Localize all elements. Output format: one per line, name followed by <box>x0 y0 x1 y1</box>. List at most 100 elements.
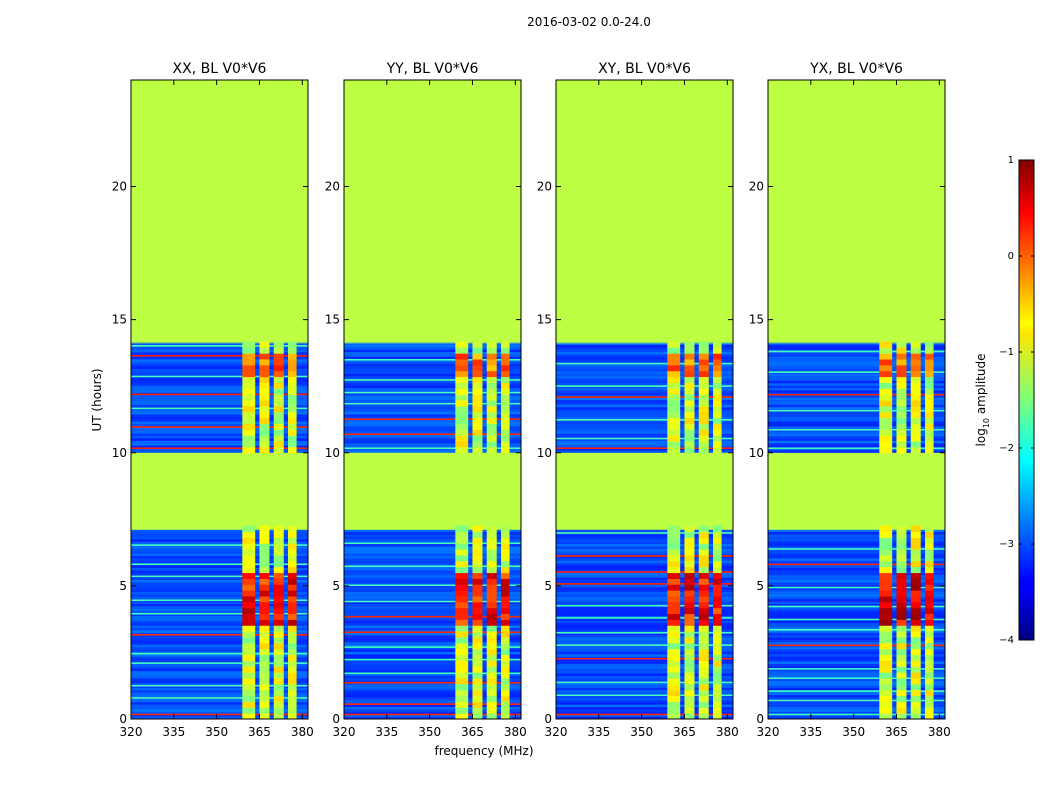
channel-cell <box>472 423 483 430</box>
noise-row <box>556 388 733 391</box>
channel-cell <box>667 411 681 419</box>
noise-row <box>344 397 521 401</box>
noise-row <box>344 344 521 348</box>
channel-cell <box>667 707 681 714</box>
noise-row <box>131 635 308 638</box>
channel-cell <box>684 660 695 667</box>
channel-cell <box>667 417 681 424</box>
noise-row <box>131 371 308 374</box>
channel-cell <box>472 666 483 673</box>
channel-cell <box>879 613 893 620</box>
channel-cell <box>288 701 297 708</box>
channel-cell <box>667 382 681 389</box>
channel-cell <box>713 435 722 442</box>
channel-cell <box>896 666 907 673</box>
noise-row <box>556 556 733 559</box>
channel-cell <box>472 417 483 424</box>
noise-row <box>344 587 521 590</box>
channel-cell <box>273 382 284 389</box>
noise-row <box>556 376 733 379</box>
y-tick-label: 20 <box>537 180 552 194</box>
channel-cell <box>910 677 921 685</box>
channel-cell <box>684 359 695 366</box>
channel-cell <box>455 636 469 644</box>
channel-cell <box>501 364 510 372</box>
noise-row <box>556 551 733 554</box>
channel-cell <box>501 636 510 644</box>
noise-row <box>556 697 733 700</box>
colorbar: 1 0 −1 −2 −3 −4 log10 amplitude <box>974 155 1035 646</box>
y-tick-label: 5 <box>544 579 552 593</box>
channel-cell <box>667 435 681 442</box>
channel-cell <box>684 554 695 562</box>
noise-row <box>344 623 521 626</box>
noise-row <box>344 632 521 636</box>
noise-row <box>344 654 521 657</box>
channel-cell <box>896 525 907 533</box>
channel-cell <box>713 636 722 644</box>
noise-row <box>344 637 521 640</box>
channel-cell <box>698 543 709 550</box>
noise-row <box>556 536 733 540</box>
channel-cell <box>259 683 270 691</box>
noise-row <box>344 388 521 391</box>
channel-cell <box>472 435 483 442</box>
channel-cell <box>684 341 695 348</box>
channel-cell <box>472 648 483 656</box>
panel-1: XX, BL V0*V6 320 335 350 365 380 0 5 10 15 20 <box>112 61 314 739</box>
channel-cell <box>698 683 709 691</box>
channel-cell <box>501 689 510 697</box>
noise-row <box>556 539 733 542</box>
noise-row <box>131 671 308 674</box>
noise-row <box>556 373 733 377</box>
noise-row <box>344 714 521 717</box>
channel-cell <box>273 405 284 413</box>
channel-cell <box>259 636 270 644</box>
channel-cell <box>896 584 907 591</box>
noise-row <box>768 572 945 576</box>
channel-cell <box>472 394 483 401</box>
noise-row <box>344 352 521 355</box>
channel-cell <box>698 695 709 702</box>
channel-cell <box>879 341 893 348</box>
channel-cell <box>486 590 497 597</box>
channel-cell <box>698 689 709 697</box>
channel-cell <box>698 666 709 673</box>
channel-cell <box>288 713 297 719</box>
noise-row <box>131 359 308 362</box>
rfi-line <box>344 418 521 421</box>
channel-cell <box>925 388 934 395</box>
channel-cell <box>684 707 695 714</box>
channel-cell <box>667 376 681 383</box>
channel-cell <box>910 636 921 644</box>
noise-row <box>768 582 945 585</box>
channel-cell <box>501 672 510 679</box>
channel-cell <box>698 625 709 632</box>
channel-cell <box>259 572 270 579</box>
noise-row <box>344 656 521 660</box>
noise-row <box>344 356 521 360</box>
channel-cell <box>273 435 284 442</box>
noise-row <box>768 591 945 595</box>
channel-cell <box>925 382 934 389</box>
noise-row <box>768 532 945 535</box>
channel-cell <box>486 654 497 661</box>
channel-cell <box>896 554 907 562</box>
channel-cell <box>455 435 469 442</box>
rfi-line <box>344 646 521 648</box>
channel-cell <box>288 648 297 656</box>
channel-cell <box>288 423 297 430</box>
channel-cell <box>896 572 907 579</box>
noise-row <box>556 651 733 655</box>
rfi-line <box>768 371 945 373</box>
channel-cell <box>698 677 709 685</box>
noise-row <box>768 651 945 655</box>
channel-cell <box>896 695 907 702</box>
noise-row <box>768 565 945 569</box>
channel-cell <box>501 648 510 656</box>
noise-row <box>768 630 945 633</box>
channel-cell <box>288 382 297 389</box>
channel-cell <box>472 654 483 661</box>
noise-row <box>344 582 521 585</box>
channel-cell <box>879 537 893 544</box>
